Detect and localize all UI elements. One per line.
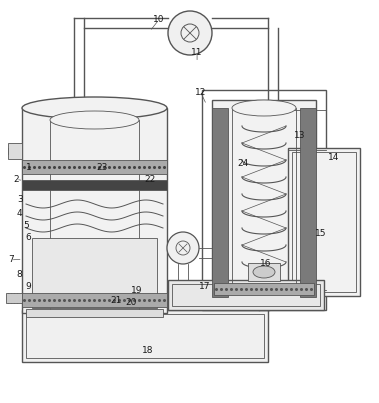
Bar xyxy=(22,310,268,362)
Bar xyxy=(300,108,316,297)
Bar xyxy=(168,280,324,310)
Ellipse shape xyxy=(253,266,275,278)
Circle shape xyxy=(168,11,212,55)
Bar xyxy=(202,90,326,310)
Bar xyxy=(212,108,228,297)
Bar xyxy=(288,148,360,296)
Text: 18: 18 xyxy=(142,346,153,355)
Bar xyxy=(292,152,356,292)
Text: 23: 23 xyxy=(97,163,108,172)
Ellipse shape xyxy=(232,100,296,116)
Text: 5: 5 xyxy=(23,221,29,230)
Text: 8: 8 xyxy=(16,270,22,278)
Bar xyxy=(50,120,139,313)
Text: 9: 9 xyxy=(25,282,31,291)
Bar xyxy=(22,293,167,307)
Text: 13: 13 xyxy=(294,131,305,139)
Bar xyxy=(232,108,296,293)
Bar xyxy=(22,180,167,190)
Bar xyxy=(6,293,22,303)
Circle shape xyxy=(167,232,199,264)
Text: 14: 14 xyxy=(328,153,339,162)
Bar xyxy=(32,238,157,308)
Text: 17: 17 xyxy=(199,282,210,291)
Text: 3: 3 xyxy=(17,195,23,204)
Text: 4: 4 xyxy=(17,209,22,218)
Text: 1: 1 xyxy=(25,163,31,172)
Text: 7: 7 xyxy=(8,256,14,264)
Bar xyxy=(26,314,264,358)
Bar xyxy=(248,263,280,281)
Bar xyxy=(22,108,167,313)
Ellipse shape xyxy=(50,111,139,129)
Bar xyxy=(212,100,316,305)
Bar xyxy=(22,160,167,174)
Text: 12: 12 xyxy=(195,88,207,97)
Bar xyxy=(8,143,22,159)
Bar xyxy=(214,283,314,295)
Bar xyxy=(26,309,163,317)
Text: 6: 6 xyxy=(25,233,31,242)
Text: 15: 15 xyxy=(315,229,326,238)
Text: 19: 19 xyxy=(131,286,142,295)
Text: 24: 24 xyxy=(237,159,248,168)
Text: 10: 10 xyxy=(153,15,165,24)
Text: 20: 20 xyxy=(125,298,136,307)
Bar xyxy=(172,284,320,306)
Text: 11: 11 xyxy=(191,48,203,57)
Text: 22: 22 xyxy=(144,175,155,184)
Text: 21: 21 xyxy=(110,296,121,305)
Text: 16: 16 xyxy=(260,260,271,268)
Ellipse shape xyxy=(22,97,167,119)
Text: 2: 2 xyxy=(13,175,19,184)
